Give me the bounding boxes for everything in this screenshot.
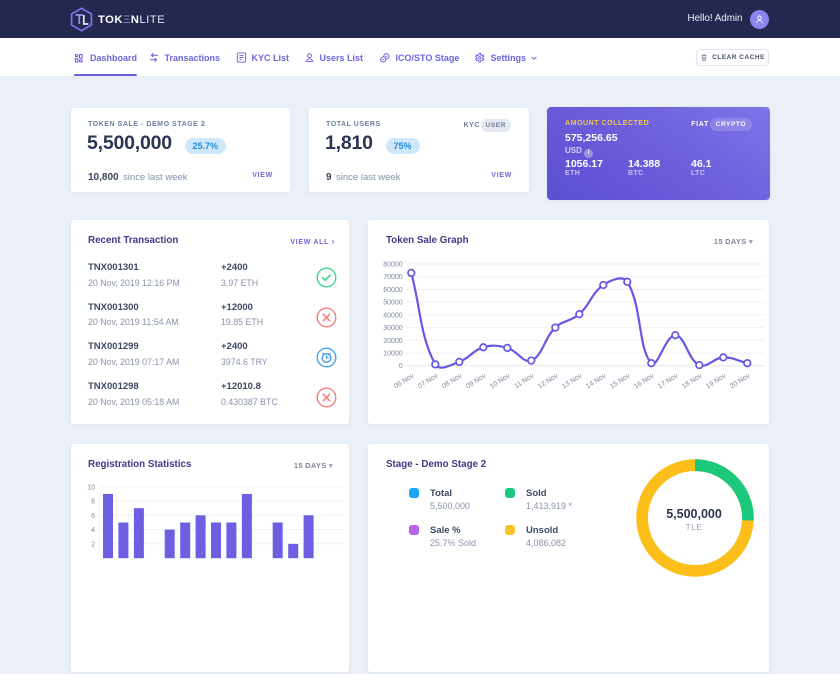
svg-text:18 Nov: 18 Nov (681, 372, 704, 390)
svg-text:07 Nov: 07 Nov (417, 372, 440, 390)
svg-text:4: 4 (91, 527, 95, 534)
svg-text:10: 10 (87, 484, 95, 491)
svg-text:13 Nov: 13 Nov (561, 372, 584, 390)
svg-text:6: 6 (91, 513, 95, 520)
svg-text:30000: 30000 (383, 325, 403, 332)
svg-text:17 Nov: 17 Nov (657, 372, 680, 390)
svg-text:40000: 40000 (383, 312, 403, 319)
svg-text:19 Nov: 19 Nov (705, 372, 728, 390)
svg-text:06 Nov: 06 Nov (393, 372, 416, 390)
svg-text:09 Nov: 09 Nov (465, 372, 488, 390)
svg-text:20 Nov: 20 Nov (729, 372, 752, 390)
svg-text:11 Nov: 11 Nov (513, 372, 535, 390)
svg-text:12 Nov: 12 Nov (537, 372, 560, 390)
svg-text:0: 0 (399, 363, 403, 370)
svg-text:14 Nov: 14 Nov (585, 372, 608, 390)
svg-text:80000: 80000 (383, 262, 403, 269)
svg-text:8: 8 (91, 499, 95, 506)
svg-text:60000: 60000 (383, 287, 403, 294)
svg-text:70000: 70000 (383, 274, 403, 281)
svg-text:10000: 10000 (383, 351, 403, 358)
svg-text:08 Nov: 08 Nov (441, 372, 464, 390)
svg-text:16 Nov: 16 Nov (633, 372, 656, 390)
svg-text:20000: 20000 (383, 338, 403, 345)
svg-text:15 Nov: 15 Nov (609, 372, 632, 390)
svg-text:2: 2 (91, 541, 95, 548)
svg-text:10 Nov: 10 Nov (489, 372, 512, 390)
svg-text:50000: 50000 (383, 300, 403, 307)
